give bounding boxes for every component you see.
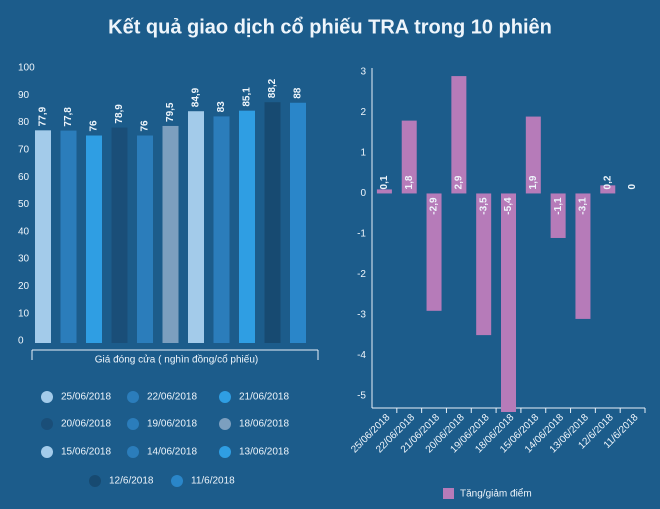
value-label: -2,9 <box>429 197 440 215</box>
y-tick-label: -2 <box>357 269 366 280</box>
legend-label: 12/6/2018 <box>109 476 154 487</box>
page-title: Kết quả giao dịch cổ phiếu TRA trong 10 … <box>108 16 552 38</box>
bar <box>476 193 492 336</box>
legend-swatch <box>219 391 231 403</box>
legend-label: 22/06/2018 <box>147 392 197 403</box>
y-tick-label: 30 <box>18 254 30 265</box>
legend-label: 13/06/2018 <box>239 447 289 458</box>
y-tick-label: 20 <box>18 281 30 292</box>
legend-swatch <box>127 418 139 430</box>
bar <box>401 120 417 194</box>
y-tick-label: 10 <box>18 308 30 319</box>
value-label: -3,5 <box>478 197 489 215</box>
bar <box>426 193 442 311</box>
value-label: 79,5 <box>165 102 176 122</box>
y-tick-label: 1 <box>360 148 366 159</box>
value-label: 77,8 <box>63 107 74 127</box>
legend-label: 15/06/2018 <box>61 447 111 458</box>
bar <box>376 189 392 194</box>
value-label: -5,4 <box>503 197 514 215</box>
bar <box>213 116 230 343</box>
y-tick-label: -1 <box>357 229 366 240</box>
legend-label: 20/06/2018 <box>61 419 111 430</box>
y-tick-label: 100 <box>18 63 35 74</box>
value-label: 85,1 <box>242 87 253 107</box>
legend-label: 25/06/2018 <box>61 392 111 403</box>
y-tick-label: 40 <box>18 226 30 237</box>
bar <box>501 193 516 412</box>
legend-swatch <box>41 391 53 403</box>
value-label: 83 <box>216 101 227 113</box>
value-label: 1,9 <box>528 175 539 189</box>
legend-label: 19/06/2018 <box>147 419 197 430</box>
legend-swatch <box>219 446 231 458</box>
y-tick-label: 0 <box>360 188 366 199</box>
bar <box>111 127 128 343</box>
legend-swatch <box>89 475 101 487</box>
value-label: 0,1 <box>379 175 390 189</box>
value-label: 2,9 <box>454 175 465 189</box>
legend-label: 14/06/2018 <box>147 447 197 458</box>
bar <box>525 116 541 194</box>
legend-label: 11/6/2018 <box>191 476 235 487</box>
value-label: 76 <box>140 120 151 132</box>
y-tick-label: 2 <box>360 107 366 118</box>
y-tick-label: 70 <box>18 145 30 156</box>
bar <box>239 110 255 343</box>
legend-label: 18/06/2018 <box>239 419 289 430</box>
value-label: 88 <box>293 87 304 99</box>
legend-swatch <box>171 475 183 487</box>
y-tick-label: -5 <box>357 390 366 401</box>
value-label: 76 <box>89 120 100 132</box>
y-tick-label: -4 <box>357 350 366 361</box>
bar <box>137 135 153 343</box>
bar <box>162 125 179 343</box>
legend-swatch <box>41 418 53 430</box>
value-label: 77,9 <box>38 106 49 126</box>
bar <box>550 193 566 238</box>
bar <box>86 135 102 343</box>
legend-swatch <box>127 446 139 458</box>
y-tick-label: -3 <box>357 310 366 321</box>
bar <box>290 102 306 343</box>
y-tick-label: 80 <box>18 117 30 128</box>
y-tick-label: 0 <box>18 336 24 347</box>
value-label: 0 <box>627 183 638 189</box>
value-label: -1,1 <box>553 197 564 215</box>
value-label: 84,9 <box>191 87 202 107</box>
y-tick-label: 50 <box>18 199 30 210</box>
legend-swatch <box>443 488 454 499</box>
bar <box>600 185 616 194</box>
y-tick-label: 90 <box>18 90 30 101</box>
legend-swatch <box>219 418 231 430</box>
bar <box>264 102 281 344</box>
value-label: -3,1 <box>578 197 589 215</box>
value-label: 1,8 <box>404 175 415 189</box>
value-label: 78,9 <box>114 104 125 124</box>
legend-swatch <box>127 391 139 403</box>
y-tick-label: 3 <box>360 67 366 78</box>
legend-label: Tăng/giảm điểm <box>460 488 532 500</box>
bar <box>188 111 204 344</box>
legend-swatch <box>41 446 53 458</box>
value-label: 0,2 <box>602 175 613 189</box>
bar <box>451 76 467 194</box>
value-label: 88,2 <box>267 78 278 98</box>
y-tick-label: 60 <box>18 172 30 183</box>
legend-label: 21/06/2018 <box>239 392 289 403</box>
x-axis-label: Giá đóng cửa ( nghìn đồng/cổ phiếu) <box>95 354 258 366</box>
bar <box>60 130 77 343</box>
bar <box>575 193 591 319</box>
bar <box>35 130 51 343</box>
